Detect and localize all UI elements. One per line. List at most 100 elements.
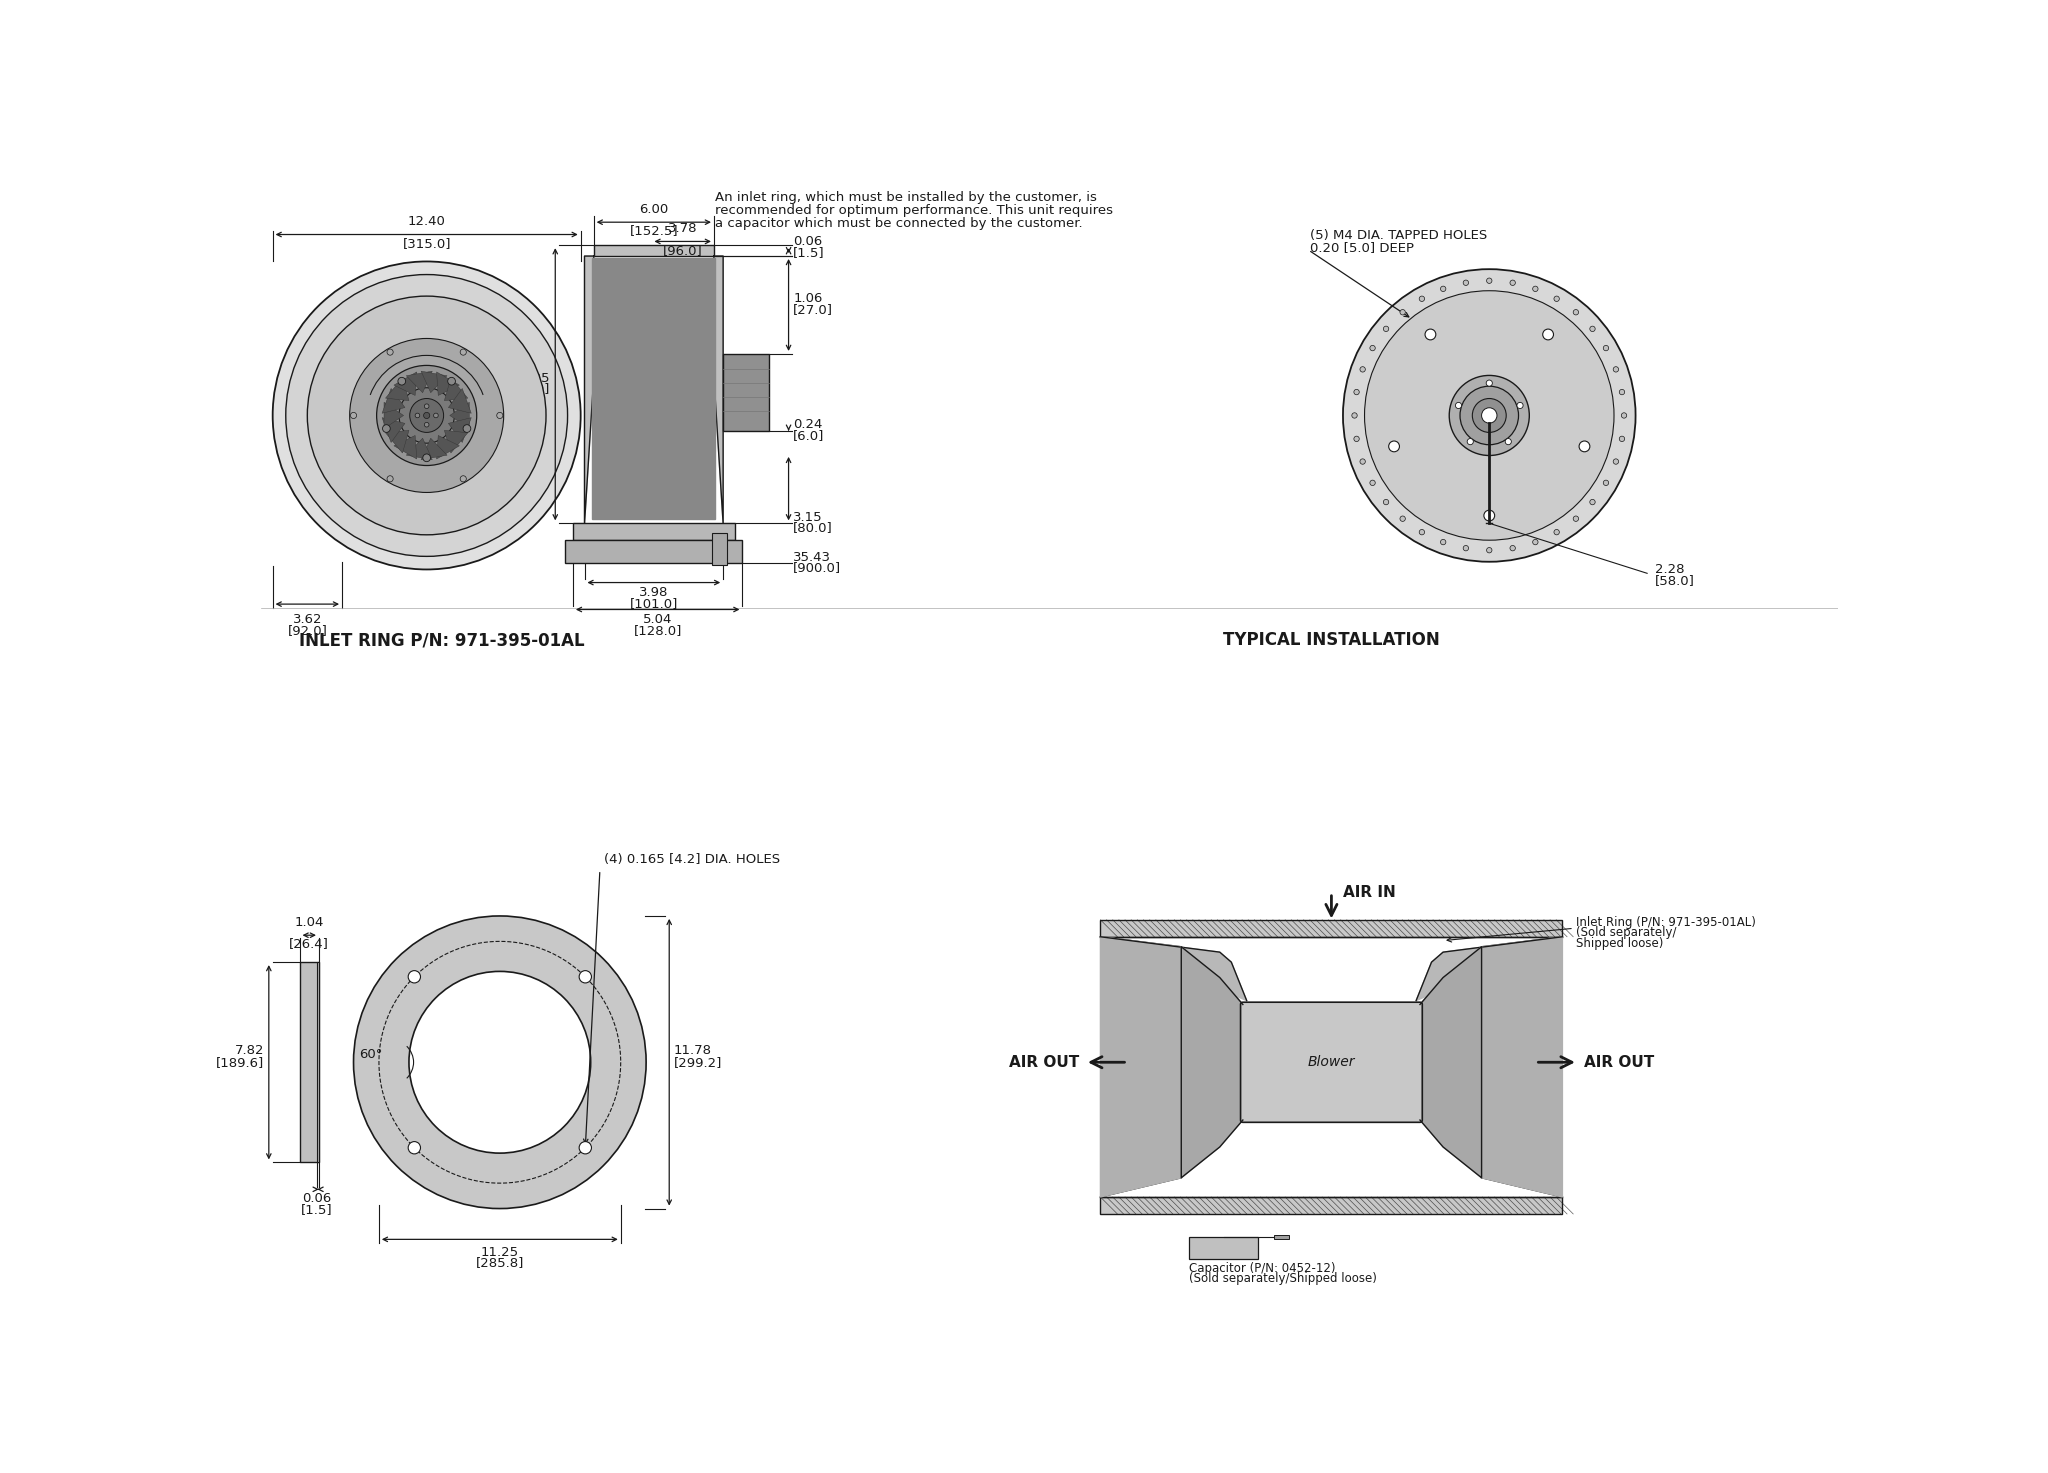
Circle shape [1370,345,1376,351]
Text: 7.95: 7.95 [520,371,551,384]
Ellipse shape [410,399,444,433]
Text: [6.0]: [6.0] [793,429,825,442]
Circle shape [580,1142,592,1153]
Ellipse shape [350,339,504,492]
Circle shape [1462,545,1468,551]
Text: [152.5]: [152.5] [629,224,678,237]
Circle shape [408,1142,420,1153]
Text: 11.25: 11.25 [481,1246,518,1258]
Polygon shape [451,402,469,429]
Polygon shape [592,258,715,520]
Circle shape [1573,516,1579,521]
Circle shape [463,424,471,433]
Circle shape [1622,412,1626,418]
Text: AIR OUT: AIR OUT [1583,1055,1655,1069]
Ellipse shape [410,971,590,1153]
Circle shape [1532,286,1538,292]
Text: 0.06: 0.06 [793,234,823,247]
Polygon shape [436,371,459,395]
Circle shape [1419,529,1425,535]
Polygon shape [584,256,594,523]
Polygon shape [1419,947,1481,1178]
Text: 5.04: 5.04 [643,613,672,626]
Circle shape [1370,480,1376,486]
Ellipse shape [1481,408,1497,423]
Circle shape [416,412,420,418]
Circle shape [498,412,504,418]
Bar [711,533,727,564]
Circle shape [1554,296,1559,302]
Circle shape [408,971,420,982]
Circle shape [424,404,428,408]
Bar [1190,1237,1257,1258]
Circle shape [1589,499,1595,505]
Polygon shape [383,389,406,414]
Circle shape [1354,436,1360,442]
FancyBboxPatch shape [1241,1002,1421,1122]
Polygon shape [1100,937,1247,1000]
Ellipse shape [354,916,645,1208]
Text: 3.98: 3.98 [639,586,668,600]
Circle shape [461,349,467,355]
Circle shape [1532,539,1538,545]
Circle shape [1620,436,1624,442]
Text: 7.82: 7.82 [236,1044,264,1058]
Circle shape [580,971,592,982]
Circle shape [1354,389,1360,395]
Text: TYPICAL INSTALLATION: TYPICAL INSTALLATION [1223,630,1440,650]
Circle shape [434,412,438,418]
Ellipse shape [307,296,547,535]
Polygon shape [406,371,432,393]
Polygon shape [436,436,459,460]
Circle shape [461,476,467,482]
Text: (5) M4 DIA. TAPPED HOLES: (5) M4 DIA. TAPPED HOLES [1311,230,1487,242]
Circle shape [1542,328,1554,340]
Circle shape [1604,345,1608,351]
Text: [58.0]: [58.0] [1655,574,1694,586]
Circle shape [387,476,393,482]
Text: Shipped loose): Shipped loose) [1575,937,1663,950]
Circle shape [1382,499,1389,505]
Bar [1274,1234,1288,1239]
Circle shape [1487,548,1491,552]
Text: [26.4]: [26.4] [289,937,330,950]
Circle shape [1401,309,1405,315]
Circle shape [1389,440,1399,452]
Circle shape [1509,280,1516,286]
Text: 1.04: 1.04 [295,916,324,929]
Text: 0.06: 0.06 [301,1192,332,1205]
Circle shape [397,377,406,384]
Polygon shape [444,430,467,454]
Polygon shape [393,371,416,395]
Polygon shape [1481,937,1563,1198]
Text: a capacitor which must be connected by the customer.: a capacitor which must be connected by t… [715,217,1083,230]
Polygon shape [422,371,446,393]
Polygon shape [383,418,406,442]
Text: [285.8]: [285.8] [475,1256,524,1270]
Text: 60°: 60° [358,1049,383,1061]
Polygon shape [715,256,723,523]
Polygon shape [1182,947,1243,1178]
Circle shape [1579,440,1589,452]
Text: [1.5]: [1.5] [301,1203,332,1217]
Polygon shape [449,389,471,414]
Circle shape [1419,296,1425,302]
Ellipse shape [1460,386,1518,445]
Text: 35.43: 35.43 [793,551,831,564]
Circle shape [1485,510,1495,521]
Circle shape [1589,326,1595,331]
Circle shape [1440,539,1446,545]
Text: Inlet Ring (P/N: 971-395-01AL): Inlet Ring (P/N: 971-395-01AL) [1575,916,1755,928]
Text: 0.24: 0.24 [793,418,823,432]
Circle shape [1509,545,1516,551]
Circle shape [1401,516,1405,521]
Text: 3.15: 3.15 [793,511,823,523]
Text: (4) 0.165 [4.2] DIA. HOLES: (4) 0.165 [4.2] DIA. HOLES [604,853,780,866]
Text: [900.0]: [900.0] [793,561,842,574]
Bar [299,962,319,1162]
Text: AIR IN: AIR IN [1343,885,1397,900]
Text: 3.62: 3.62 [293,613,322,626]
Circle shape [1614,367,1618,373]
Circle shape [1462,280,1468,286]
Ellipse shape [287,274,567,557]
